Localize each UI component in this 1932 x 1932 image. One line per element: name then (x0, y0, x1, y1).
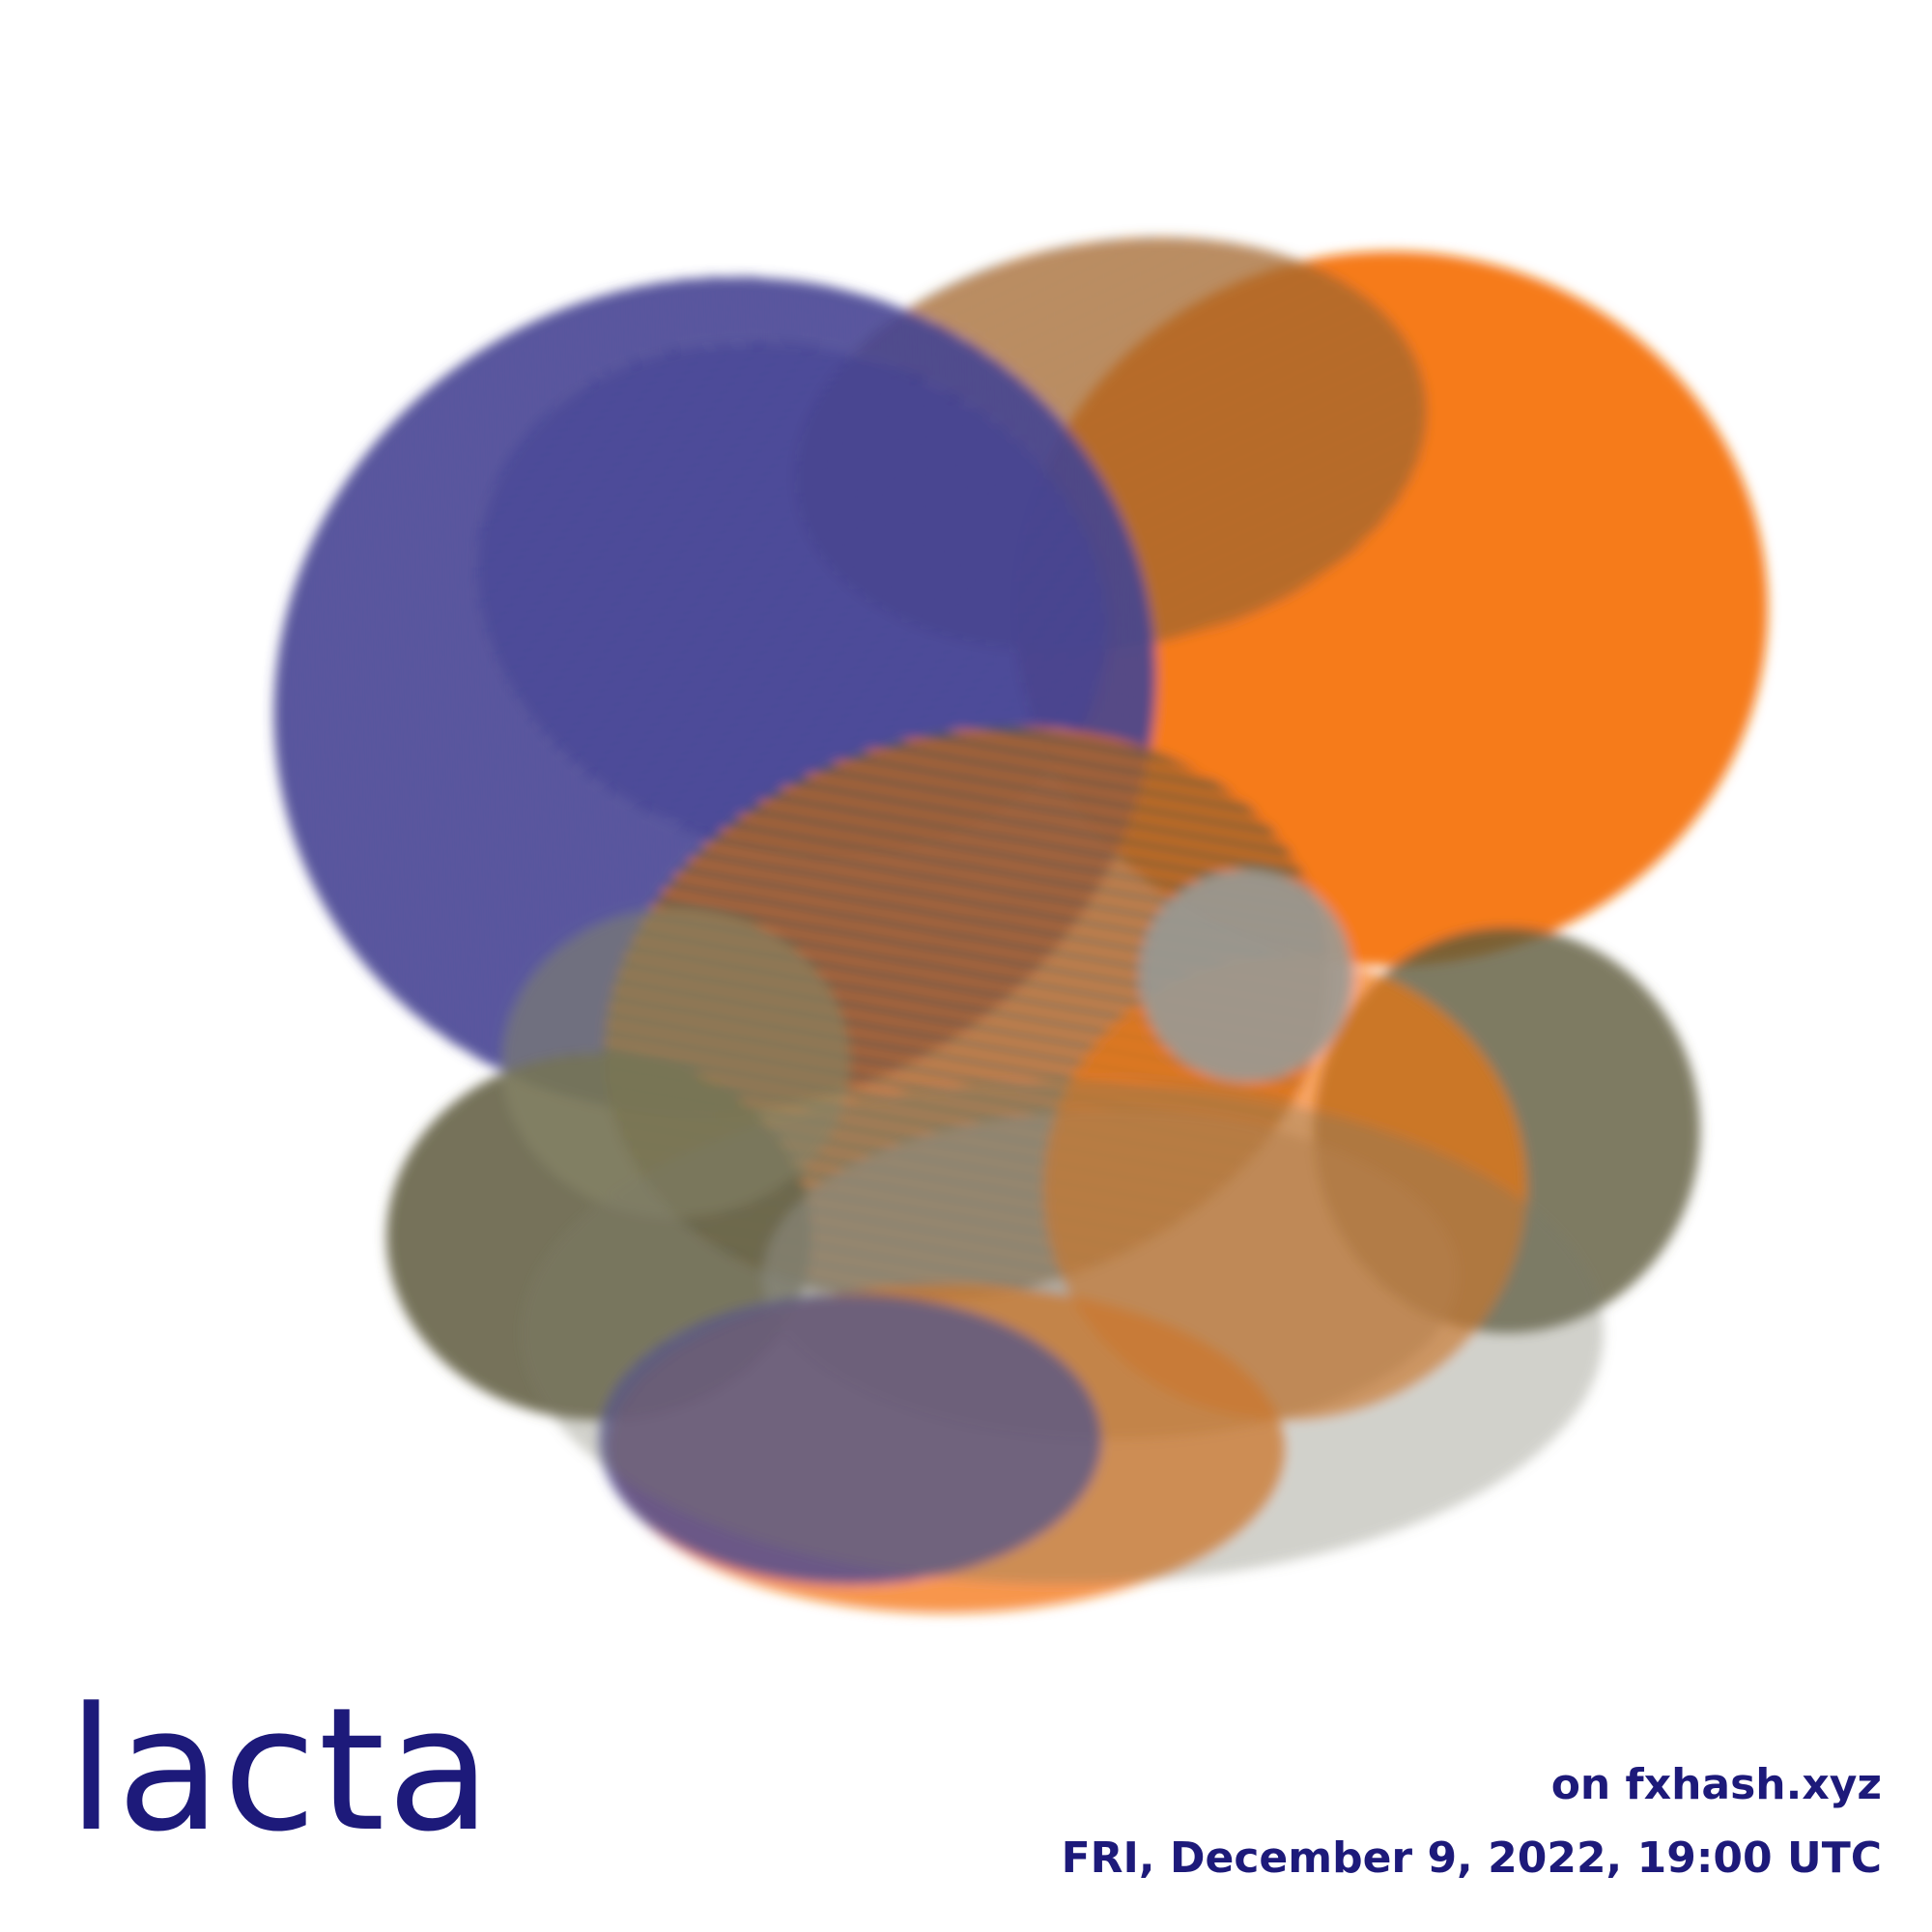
platform-link[interactable]: on fxhash.xyz (1550, 1760, 1882, 1809)
navy-swirl (477, 342, 1107, 856)
gray-disc (1140, 869, 1352, 1082)
release-info: on fxhash.xyz FRI, December 9, 2022, 19:… (1062, 1764, 1882, 1880)
translucent-base (522, 1082, 1604, 1584)
artwork-title: lacta (68, 1671, 494, 1869)
generative-circles-artwork (273, 237, 1768, 1613)
release-date: FRI, December 9, 2022, 19:00 UTC (1061, 1833, 1882, 1883)
